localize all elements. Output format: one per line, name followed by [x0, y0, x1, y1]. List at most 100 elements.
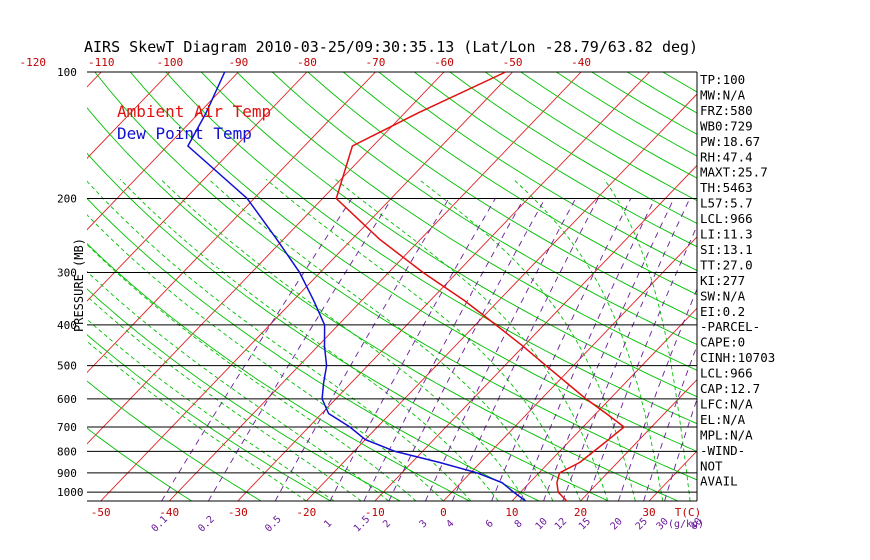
- mixing-ratio-line: [363, 198, 525, 501]
- mixing-ratio-line: [491, 198, 632, 501]
- isotherm-line: [306, 93, 697, 501]
- chart-title: AIRS SkewT Diagram 2010-03-25/09:30:35.1…: [84, 38, 698, 56]
- stat-item: MPL:N/A: [700, 427, 753, 442]
- stat-item: PW:18.67: [700, 134, 760, 149]
- bottom-temp-tick-label: -50: [91, 506, 111, 519]
- pressure-tick-label: 900: [57, 467, 77, 480]
- dry-adiabat-line: [271, 72, 697, 346]
- moist-adiabat-line: [208, 178, 554, 501]
- stat-item: FRZ:580: [700, 103, 753, 118]
- bottom-temp-tick-label: 30: [642, 506, 655, 519]
- mixing-ratio-tick-label: 12: [553, 516, 569, 532]
- stat-item: EL:N/A: [700, 412, 746, 427]
- mixing-ratio-line: [643, 344, 697, 501]
- dry-adiabat-line: [87, 242, 470, 501]
- mixing-ratio-line: [664, 397, 697, 501]
- mixing-ratio-line: [586, 225, 697, 501]
- dry-adiabat-line: [87, 197, 540, 501]
- mixing-ratio-line: [161, 198, 353, 501]
- bottom-temp-tick-label: 0: [440, 506, 447, 519]
- isotherm-line: [87, 72, 445, 445]
- mixing-ratio-line: [329, 198, 496, 501]
- bottom-temp-tick-label: -40: [159, 506, 179, 519]
- moist-adiabat-line: [603, 178, 691, 501]
- stat-item: LCL:966: [700, 211, 753, 226]
- mixing-ratio-line: [208, 198, 393, 501]
- dry-adiabat-line: [662, 72, 697, 93]
- isotherm-line: [168, 72, 582, 501]
- top-temp-tick-label: -110: [88, 56, 115, 69]
- top-temp-tick-label: -90: [228, 56, 248, 69]
- moist-adiabat-line: [87, 318, 334, 501]
- legend-dew-point: Dew Point Temp: [117, 124, 252, 143]
- moist-adiabat-line: [265, 178, 581, 501]
- dry-adiabat-line: [236, 72, 697, 371]
- stat-item: CAPE:0: [700, 335, 745, 350]
- stat-item: LCL:966: [700, 366, 753, 381]
- bottom-temp-tick-label: 20: [574, 506, 587, 519]
- pressure-tick-label: 600: [57, 393, 77, 406]
- moist-adiabat-line: [160, 178, 527, 501]
- stat-item: L57:5.7: [700, 196, 753, 211]
- dry-adiabat-line: [307, 72, 697, 320]
- dry-adiabat-line: [87, 334, 331, 501]
- mixing-ratio-tick-label: 6: [484, 518, 496, 530]
- dry-adiabat-line: [378, 72, 697, 271]
- pressure-tick-label: 300: [57, 266, 77, 279]
- stat-item: -PARCEL-: [700, 319, 760, 334]
- stat-item: AVAIL: [700, 474, 738, 489]
- moist-adiabat-line: [87, 214, 444, 501]
- moist-adiabat-line: [512, 178, 664, 501]
- stat-item: TT:27.0: [700, 257, 753, 272]
- dry-adiabat-line: [343, 72, 697, 296]
- temperature-trace: [335, 71, 626, 502]
- pressure-tick-label: 200: [57, 192, 77, 205]
- dry-adiabat-line: [840, 72, 870, 501]
- top-temp-tick-label: -70: [366, 56, 386, 69]
- mixing-ratio-line: [274, 198, 450, 501]
- top-temp-tick-label: -100: [157, 56, 184, 69]
- moist-adiabat-line: [335, 178, 609, 501]
- stat-item: CINH:10703: [700, 350, 775, 365]
- top-temp-tick-label: -50: [503, 56, 523, 69]
- mixing-ratio-line: [451, 198, 599, 501]
- dry-adiabat-line: [87, 380, 262, 501]
- dry-adiabat-line: [769, 72, 870, 501]
- stat-item: TP:100: [700, 72, 745, 87]
- stat-item: MAXT:25.7: [700, 165, 768, 180]
- stats-panel: TP:100MW:N/AFRZ:580WB0:729PW:18.67RH:47.…: [700, 72, 775, 489]
- dry-adiabat-line: [87, 152, 609, 501]
- pressure-tick-label: 100: [57, 66, 77, 79]
- stat-item: MW:N/A: [700, 88, 746, 103]
- mixing-ratio-tick-label: 20: [609, 516, 625, 532]
- mixing-ratio-tick-label: 4: [445, 518, 457, 530]
- pressure-tick-label: 500: [57, 360, 77, 373]
- isotherm-line: [87, 72, 171, 159]
- moist-adiabat-line: [87, 180, 472, 501]
- moist-adiabat-line: [87, 295, 362, 501]
- mixing-ratio-tick-label: 8: [513, 518, 525, 530]
- pressure-tick-label: 1000: [57, 486, 84, 499]
- moist-adiabat-line: [87, 243, 417, 501]
- bottom-temp-tick-label: -10: [365, 506, 385, 519]
- bottom-temp-tick-label: -20: [296, 506, 316, 519]
- mixing-ratio-tick-label: 0.2: [196, 514, 217, 535]
- stat-item: EI:0.2: [700, 304, 745, 319]
- isotherm-line: [87, 72, 102, 88]
- isotherm-line: [0, 72, 33, 501]
- legend-air-temp: Ambient Air Temp: [117, 102, 271, 121]
- stat-item: RH:47.4: [700, 149, 753, 164]
- mixing-ratio-line: [424, 198, 576, 501]
- dry-adiabat-line: [805, 72, 870, 501]
- mixing-ratio-line: [562, 198, 691, 501]
- mixing-ratio-line: [520, 198, 656, 501]
- dry-adiabat-line: [165, 72, 697, 425]
- pressure-tick-label: 800: [57, 445, 77, 458]
- stat-item: TH:5463: [700, 180, 753, 195]
- isotherm-line: [511, 307, 697, 501]
- isotherm-line: [87, 72, 308, 302]
- stat-item: CAP:12.7: [700, 381, 760, 396]
- dry-adiabat-line: [200, 72, 697, 398]
- stat-item: LFC:N/A: [700, 396, 753, 411]
